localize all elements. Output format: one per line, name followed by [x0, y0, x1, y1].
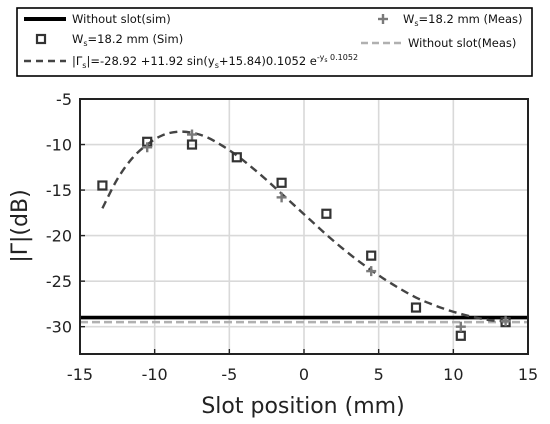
ticks: -15 -10 -5 0 5 10 15 -5 -10 -15 -20 -25 -30	[46, 90, 538, 384]
x-tick-label: 5	[374, 365, 384, 384]
legend-frame	[16, 7, 533, 77]
x-axis-label: Slot position (mm)	[201, 394, 404, 419]
meas-point	[142, 142, 153, 153]
meas-point	[187, 129, 197, 140]
y-tick-label: -25	[46, 272, 72, 291]
x-tick-label: -15	[67, 365, 93, 384]
y-tick-label: -10	[46, 136, 72, 155]
series-layer	[80, 129, 528, 341]
sim-point	[231, 152, 242, 163]
legend: Without slot(sim) Ws=18.2 mm (Sim) |Γs|=…	[16, 7, 533, 77]
sim-point	[97, 180, 108, 191]
legend-label-ws-sim: Ws=18.2 mm (Sim)	[72, 32, 183, 48]
x-tick-label: 15	[518, 365, 538, 384]
y-tick-label: -30	[46, 318, 72, 337]
x-tick-label: -5	[221, 365, 237, 384]
legend-label-without-slot-sim: Without slot(sim)	[72, 12, 171, 26]
legend-swatch-ws-sim	[35, 33, 47, 45]
x-tick-label: 10	[443, 365, 463, 384]
y-tick-label: -20	[46, 227, 72, 246]
legend-swatch-ws-meas	[378, 14, 388, 24]
sim-point	[321, 208, 332, 219]
sim-point	[366, 250, 377, 261]
legend-label-ws-meas: Ws=18.2 mm (Meas)	[403, 12, 523, 28]
y-axis-label: |Γ|(dB)	[8, 189, 33, 262]
sim-point	[455, 330, 466, 341]
meas-point	[455, 321, 466, 332]
sim-point	[276, 177, 287, 188]
x-tick-label: 0	[299, 365, 309, 384]
sim-point	[186, 139, 198, 150]
fit-curve	[101, 130, 506, 323]
y-tick-label: -5	[56, 90, 72, 109]
legend-label-without-slot-meas: Without slot(Meas)	[408, 36, 516, 50]
meas-point	[276, 192, 287, 203]
sim-point	[410, 302, 422, 313]
x-tick-label: -10	[142, 365, 168, 384]
meas-point	[500, 316, 511, 327]
y-tick-label: -15	[46, 181, 72, 200]
legend-label-fit: |Γs|=-28.92 +11.92 sin(ys+15.84)0.1052 e…	[72, 53, 358, 70]
meas-point	[366, 266, 377, 277]
